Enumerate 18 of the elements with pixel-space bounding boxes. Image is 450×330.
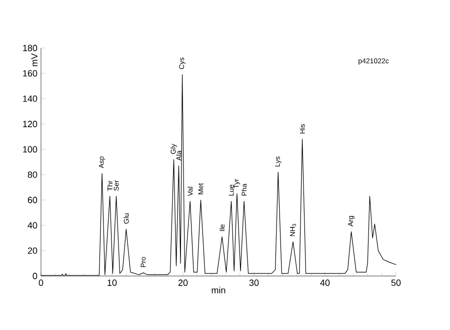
y-tick-label: 120 <box>23 120 38 128</box>
y-tick-label: 0 <box>32 272 38 280</box>
y-axis-title: mV <box>31 53 38 66</box>
y-tick-label: 60 <box>28 196 38 204</box>
x-tick-label: 10 <box>108 280 117 286</box>
y-tick-label: 180 <box>23 44 38 52</box>
x-tick-label: 0 <box>38 280 44 286</box>
y-tick-label: 100 <box>23 146 38 153</box>
x-axis-title: min <box>212 286 226 294</box>
x-tick-label: 50 <box>391 280 401 286</box>
y-tick-label: 140 <box>23 95 38 102</box>
x-tick-label: 20 <box>178 280 188 286</box>
y-tick-label: 160 <box>23 70 38 77</box>
y-tick-label: 80 <box>28 171 38 178</box>
x-tick-label: 40 <box>320 280 330 286</box>
y-tick-label: 40 <box>28 222 38 229</box>
x-tick-label: 30 <box>249 280 259 286</box>
y-tick-label: 20 <box>28 247 38 254</box>
